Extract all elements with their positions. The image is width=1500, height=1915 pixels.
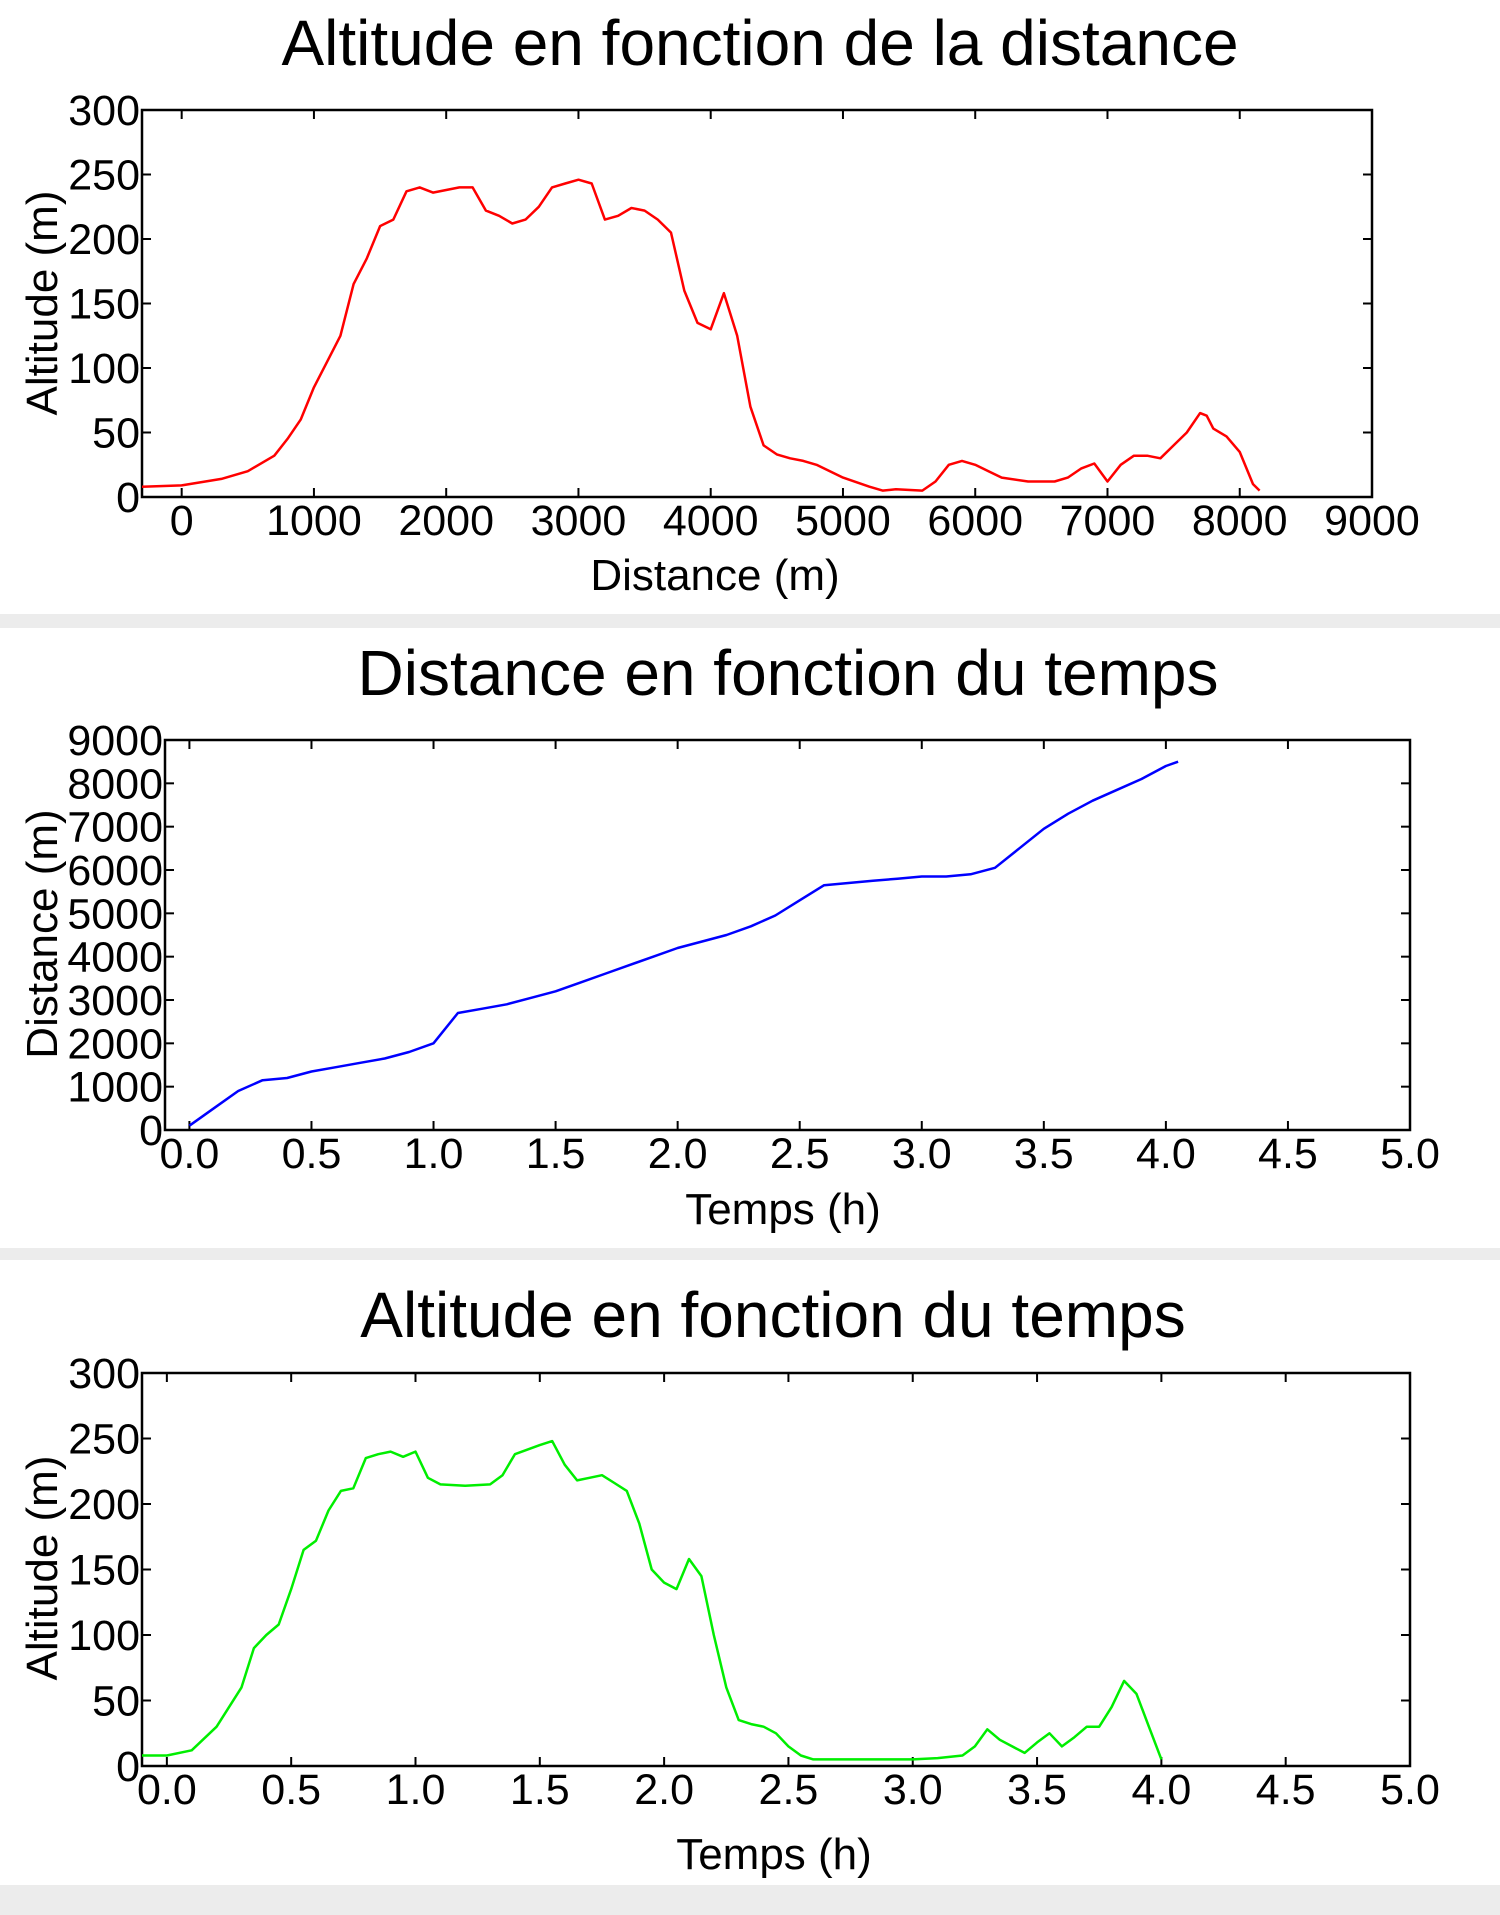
series-line [142,1439,1163,1761]
x-tick-label: 1.5 [526,1130,586,1178]
chart-panel-2: Distance en fonction du temps 0.0 0.5 1.0 1.… [0,628,1500,1248]
x-tick-label: 3.0 [883,1766,943,1814]
y-axis-label: Distance (m) [18,809,67,1058]
series-line [188,760,1179,1127]
chart-panel-3: Altitude en fonction du temps 0.0 0.5 1.0 1.… [0,1260,1500,1885]
x-tick-label: 4.5 [1258,1130,1318,1178]
plot-frame [163,738,1412,1132]
y-tick-label: 0 [116,1743,140,1791]
y-tick-label: 2000 [67,1020,163,1068]
x-tick-label: 3.5 [1014,1130,1074,1178]
y-tick-label: 250 [68,1416,140,1464]
x-tick-label: 4.0 [1136,1130,1196,1178]
x-tick-label: 1.5 [510,1766,570,1814]
y-tick-label: 150 [68,281,140,329]
y-tick-label: 100 [68,345,140,393]
x-tick-label: 2000 [398,497,494,545]
y-tick-label: 150 [68,1547,140,1595]
y-tick-label: 5000 [67,890,163,938]
y-tick-label: 4000 [67,934,163,982]
x-tick-label: 4.5 [1256,1766,1316,1814]
chart-title: Distance en fonction du temps [358,637,1219,709]
x-tick-label: 0 [170,497,194,545]
y-tick-label: 200 [68,216,140,264]
x-axis-label: Temps (h) [676,1830,872,1879]
y-tick-label: 300 [68,87,140,135]
y-tick-label: 7000 [67,804,163,852]
y-tick-label: 3000 [67,977,163,1025]
x-axis-label: Temps (h) [685,1185,881,1234]
x-tick-label: 1.0 [386,1766,446,1814]
x-tick-label: 6000 [927,497,1023,545]
x-tick-label: 2.0 [634,1766,694,1814]
x-tick-label: 5000 [795,497,891,545]
series-line [141,178,1261,492]
x-tick-label: 2.0 [648,1130,708,1178]
y-axis-label: Altitude (m) [18,1456,67,1681]
chart-title: Altitude en fonction de la distance [281,7,1238,79]
x-tick-label: 5.0 [1380,1766,1440,1814]
y-tick-label: 300 [68,1350,140,1398]
x-tick-label: 1.0 [404,1130,464,1178]
x-tick-label: 3.0 [892,1130,952,1178]
y-tick-label: 200 [68,1481,140,1529]
y-tick-label: 250 [68,152,140,200]
y-tick-label: 100 [68,1612,140,1660]
altitude-time-chart: Altitude en fonction du temps 0.0 0.5 1.0 1.… [18,1279,1440,1879]
y-tick-label: 0 [139,1107,163,1155]
y-tick-label: 0 [116,474,140,522]
y-tick-label: 6000 [67,847,163,895]
x-tick-label: 7000 [1060,497,1156,545]
x-tick-label: 0.5 [282,1130,342,1178]
y-tick-label: 9000 [67,717,163,765]
x-tick-label: 3.5 [1007,1766,1067,1814]
x-tick-label: 0.0 [137,1766,197,1814]
distance-time-chart: Distance en fonction du temps 0.0 0.5 1.0 1.… [18,637,1440,1234]
x-tick-label: 2.5 [759,1766,819,1814]
x-axis-label: Distance (m) [590,551,839,600]
y-axis-label: Altitude (m) [18,191,67,416]
x-tick-label: 4000 [663,497,759,545]
chart-panel-1: Altitude en fonction de la distance 0 1000… [0,0,1500,614]
x-tick-label: 0.5 [261,1766,321,1814]
plot-frame [140,1371,1412,1768]
x-tick-label: 4.0 [1131,1766,1191,1814]
chart-title: Altitude en fonction du temps [360,1279,1185,1351]
x-tick-label: 1000 [266,497,362,545]
x-tick-label: 2.5 [770,1130,830,1178]
y-tick-label: 8000 [67,760,163,808]
x-tick-label: 5.0 [1380,1130,1440,1178]
x-tick-label: 8000 [1192,497,1288,545]
x-tick-label: 3000 [531,497,627,545]
x-tick-label: 9000 [1324,497,1420,545]
y-tick-label: 1000 [67,1064,163,1112]
plot-frame [140,108,1374,499]
x-tick-label: 0.0 [160,1130,220,1178]
y-tick-label: 50 [92,410,140,458]
y-tick-label: 50 [92,1678,140,1726]
